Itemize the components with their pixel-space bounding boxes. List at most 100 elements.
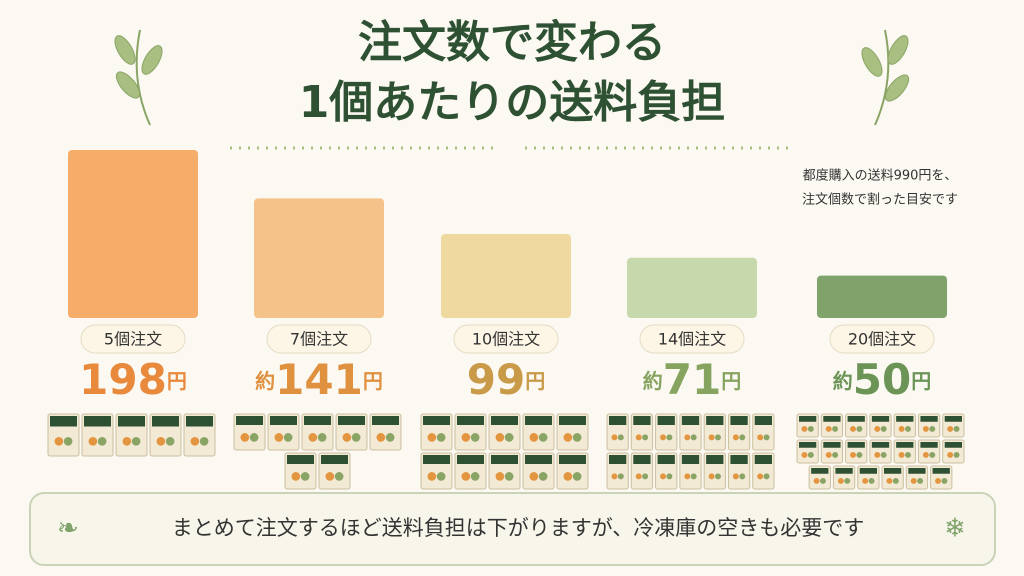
package-band xyxy=(559,416,586,425)
footer-text: まとめて注文するほど送料負担は下がりますが、冷凍庫の空きも必要です xyxy=(172,516,865,540)
package-food xyxy=(642,473,649,480)
package-band xyxy=(338,416,365,425)
package-food xyxy=(904,451,911,458)
value-label: 約71円 xyxy=(643,355,741,404)
package-food xyxy=(813,477,820,484)
package-food xyxy=(470,433,480,442)
package-food xyxy=(757,473,764,480)
package-band xyxy=(799,416,817,422)
bar xyxy=(254,198,384,318)
package-band xyxy=(491,455,518,464)
package-food xyxy=(325,472,335,481)
package-band xyxy=(730,416,748,425)
package-food xyxy=(436,433,446,442)
package-food xyxy=(308,433,318,442)
package-food xyxy=(300,472,310,481)
package-band xyxy=(944,416,962,422)
package-food xyxy=(904,425,911,432)
package-food xyxy=(874,451,881,458)
bar xyxy=(627,257,757,318)
leaf-decoration xyxy=(114,29,910,126)
package-food xyxy=(807,425,814,432)
package-band xyxy=(118,416,145,427)
package-food xyxy=(898,451,905,458)
package-food xyxy=(274,433,284,442)
category-pill xyxy=(80,324,186,354)
package-food xyxy=(538,472,548,481)
package-band xyxy=(811,468,829,474)
package-food xyxy=(199,436,209,446)
package-food xyxy=(611,434,618,441)
package-food xyxy=(684,473,691,480)
package-food xyxy=(832,451,839,458)
package-food xyxy=(732,434,739,441)
bar xyxy=(68,150,198,318)
package-food xyxy=(504,433,514,442)
package-food xyxy=(165,436,175,446)
package-food xyxy=(385,433,395,442)
package-food xyxy=(342,433,352,442)
package-food xyxy=(317,433,327,442)
package-band xyxy=(871,442,890,448)
package-band xyxy=(681,455,700,464)
package-food xyxy=(880,451,887,458)
package-food xyxy=(684,434,691,441)
package-food xyxy=(529,472,539,481)
package-band xyxy=(321,455,348,464)
package-food xyxy=(617,434,624,441)
package-food xyxy=(97,436,107,446)
package-band xyxy=(491,416,518,425)
package-food xyxy=(801,451,808,458)
package-food xyxy=(666,434,673,441)
package-band xyxy=(525,455,552,464)
leaf-icon: ❧ xyxy=(57,514,79,544)
package-group xyxy=(420,413,589,490)
package-band xyxy=(859,468,877,474)
package-group xyxy=(47,413,216,457)
category-label: 7個注文 xyxy=(290,330,348,349)
package-food xyxy=(898,425,905,432)
package-band xyxy=(730,455,748,464)
value-label: 99円 xyxy=(467,355,545,404)
package-food xyxy=(714,434,721,441)
package-food xyxy=(376,433,386,442)
package-band xyxy=(287,455,314,464)
package-food xyxy=(690,473,697,480)
package-band xyxy=(754,455,772,464)
package-food xyxy=(122,436,132,446)
package-band xyxy=(823,416,841,422)
category-pill xyxy=(639,324,745,354)
package-food xyxy=(495,433,505,442)
package-band xyxy=(847,442,865,448)
value-label: 約50円 xyxy=(833,355,931,404)
package-food xyxy=(642,434,649,441)
package-band xyxy=(871,416,890,422)
package-food xyxy=(837,477,844,484)
package-food xyxy=(538,433,548,442)
package-band xyxy=(84,416,111,427)
package-food xyxy=(732,473,739,480)
package-food xyxy=(427,433,437,442)
package-food xyxy=(714,473,721,480)
package-band xyxy=(457,455,484,464)
package-band xyxy=(457,416,484,425)
package-food xyxy=(351,433,361,442)
package-band xyxy=(423,416,450,425)
package-band xyxy=(896,416,914,422)
package-food xyxy=(291,472,301,481)
package-band xyxy=(304,416,331,425)
package-band xyxy=(823,442,841,448)
package-food xyxy=(868,477,875,484)
package-band xyxy=(657,455,675,464)
package-food xyxy=(283,433,293,442)
package-food xyxy=(862,477,869,484)
package-band xyxy=(657,416,675,425)
package-food xyxy=(529,433,539,442)
package-band xyxy=(236,416,263,425)
package-band xyxy=(152,416,179,427)
package-food xyxy=(757,434,764,441)
title: 1個あたりの送料負担 xyxy=(299,77,726,128)
package-food xyxy=(249,433,259,442)
package-band xyxy=(633,455,651,464)
package-band xyxy=(835,468,853,474)
